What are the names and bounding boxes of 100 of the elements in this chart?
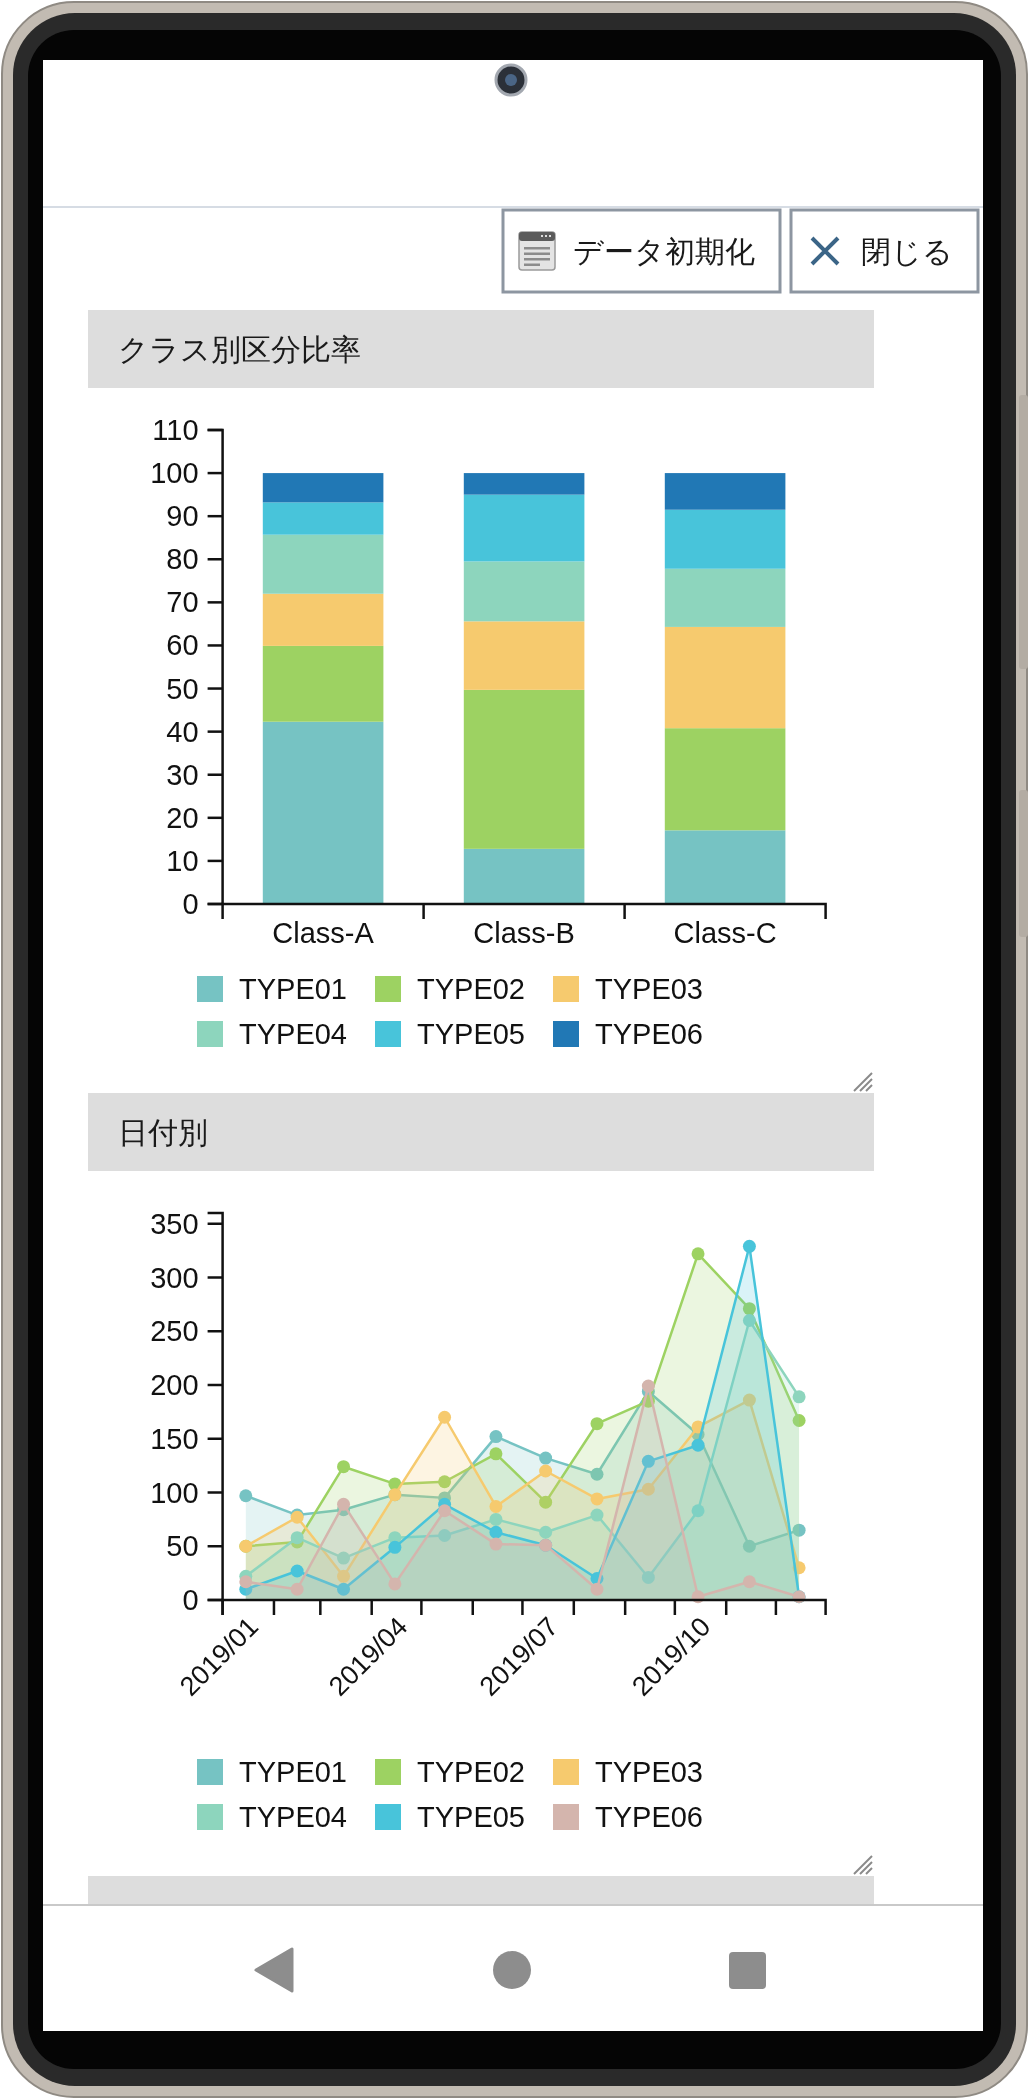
- point: [489, 1525, 503, 1539]
- y-tick-label: 30: [166, 758, 199, 791]
- point: [489, 1537, 503, 1551]
- x-tick-label: Class-A: [272, 917, 375, 949]
- text: 閉じる: [861, 234, 953, 268]
- point: [438, 1475, 452, 1489]
- legend-label: TYPE03: [595, 1756, 703, 1788]
- point: [691, 1438, 705, 1452]
- point: [691, 1247, 705, 1261]
- point: [590, 1417, 604, 1431]
- bar: [463, 473, 585, 495]
- bar: [463, 561, 585, 622]
- x-tick-label: Class-B: [473, 917, 575, 949]
- bar: [463, 621, 585, 690]
- point: [742, 1314, 756, 1327]
- point: [290, 1582, 304, 1596]
- legend-label: TYPE01: [239, 1756, 347, 1788]
- point: [691, 1504, 705, 1518]
- bar: [262, 473, 384, 503]
- point: [641, 1570, 655, 1584]
- point: [792, 1390, 806, 1404]
- point: [489, 1430, 503, 1444]
- y-tick-label: 300: [150, 1261, 199, 1294]
- bar: [463, 494, 585, 562]
- point: [539, 1451, 553, 1465]
- legend-label: TYPE06: [595, 1018, 703, 1050]
- point: [337, 1551, 351, 1565]
- legend-label: TYPE05: [417, 1801, 525, 1833]
- point: [489, 1447, 503, 1461]
- point: [539, 1525, 553, 1539]
- bar: [664, 509, 786, 569]
- y-tick-label: 50: [166, 672, 199, 705]
- point: [792, 1523, 806, 1537]
- bar: [664, 830, 786, 904]
- point: [438, 1529, 452, 1542]
- bar: [664, 473, 786, 510]
- y-tick-label: 70: [166, 586, 199, 619]
- bar: [664, 728, 786, 831]
- point: [590, 1492, 604, 1506]
- point: [792, 1413, 806, 1427]
- legend-label: TYPE02: [417, 973, 525, 1005]
- y-tick-label: 100: [150, 1476, 199, 1509]
- point: [539, 1495, 553, 1509]
- point: [239, 1575, 253, 1589]
- point: [337, 1460, 351, 1474]
- y-tick-label: 110: [152, 414, 199, 446]
- y-tick-label: 0: [182, 1584, 199, 1616]
- point: [641, 1482, 655, 1496]
- point: [239, 1489, 253, 1503]
- bar: [664, 626, 786, 729]
- bar: [262, 593, 384, 646]
- y-tick-label: 0: [182, 888, 199, 920]
- y-tick-label: 250: [150, 1315, 199, 1348]
- y-tick-label: 200: [150, 1369, 199, 1401]
- legend-label: TYPE02: [417, 1756, 525, 1788]
- bar: [262, 645, 384, 722]
- point: [290, 1531, 304, 1545]
- legend-label: TYPE01: [239, 973, 347, 1005]
- point: [438, 1504, 452, 1518]
- y-tick-label: 150: [150, 1422, 199, 1455]
- text: データ初期化: [573, 234, 755, 268]
- y-tick-label: 50: [166, 1530, 199, 1563]
- point: [290, 1564, 304, 1578]
- point: [438, 1410, 452, 1424]
- point: [742, 1575, 756, 1589]
- y-tick-label: 60: [166, 629, 199, 662]
- point: [489, 1499, 503, 1513]
- point: [742, 1239, 756, 1253]
- legend-label: TYPE03: [595, 973, 703, 1005]
- point: [489, 1512, 503, 1526]
- y-tick-label: 10: [166, 844, 199, 877]
- point: [641, 1454, 655, 1468]
- y-tick-label: 80: [166, 543, 199, 576]
- y-tick-label: 350: [150, 1207, 199, 1240]
- point: [337, 1497, 351, 1511]
- y-tick-label: 90: [166, 500, 199, 533]
- bar: [463, 689, 585, 849]
- legend-label: TYPE05: [417, 1018, 525, 1050]
- legend-label: TYPE04: [239, 1018, 347, 1050]
- point: [590, 1467, 604, 1481]
- point: [388, 1577, 402, 1591]
- point: [337, 1582, 351, 1596]
- chart-title: 日付別: [118, 1115, 208, 1149]
- y-tick-label: 20: [166, 801, 199, 834]
- x-tick-label: Class-C: [673, 917, 777, 949]
- point: [590, 1582, 604, 1596]
- point: [388, 1540, 402, 1554]
- bar: [463, 848, 585, 904]
- y-tick-label: 100: [150, 457, 199, 490]
- legend-label: TYPE06: [595, 1801, 703, 1833]
- chart-title: クラス別区分比率: [118, 332, 361, 366]
- point: [539, 1464, 553, 1478]
- point: [641, 1379, 655, 1393]
- point: [742, 1539, 756, 1553]
- bar: [262, 534, 384, 594]
- legend-label: TYPE04: [239, 1801, 347, 1833]
- bar: [262, 721, 384, 904]
- y-tick-label: 40: [166, 715, 199, 748]
- point: [337, 1569, 351, 1583]
- bar: [664, 568, 786, 627]
